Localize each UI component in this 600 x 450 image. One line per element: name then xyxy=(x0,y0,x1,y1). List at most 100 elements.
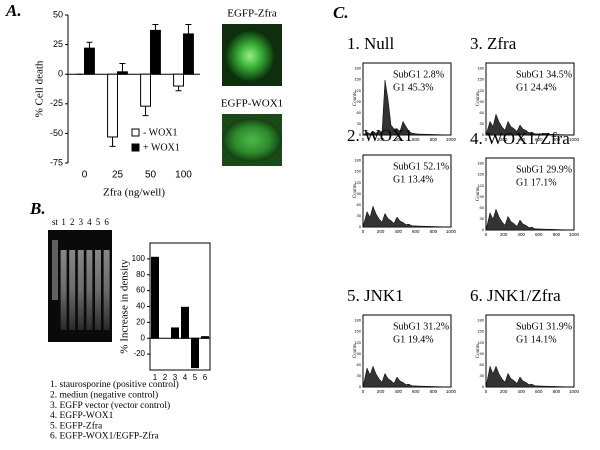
x-tick-label: 400 xyxy=(517,232,525,237)
y-axis-label: % Cell death xyxy=(34,60,46,117)
bar xyxy=(117,71,128,75)
histogram-frame xyxy=(485,157,575,231)
y-tick-label: 25 xyxy=(53,39,63,49)
x-tick-label: 0 xyxy=(362,229,365,234)
g1-annotation: G1 17.1% xyxy=(516,177,557,188)
y-tick-label: 120 xyxy=(477,340,484,345)
x-tick-label: 0 xyxy=(485,389,488,394)
y-tick-label: 120 xyxy=(354,88,361,93)
y-tick-label: 0 xyxy=(482,227,485,232)
lane-label: 4 xyxy=(87,217,92,227)
x-tick-label: 0 xyxy=(362,137,365,142)
panel-label: B. xyxy=(29,199,46,218)
histogram-trace xyxy=(362,205,452,228)
y-tick-label: 90 xyxy=(357,99,362,104)
y-tick-label: 0 xyxy=(482,132,485,137)
y-tick-label: -25 xyxy=(50,98,63,108)
subg1-annotation: SubG1 31.9% xyxy=(516,321,572,332)
x-tick-label: 200 xyxy=(377,229,385,234)
y-tick-label: 60 xyxy=(480,110,485,115)
legend-label: + WOX1 xyxy=(143,142,180,153)
legend-swatch xyxy=(131,143,140,152)
x-tick-label: 100 xyxy=(175,170,192,181)
lane-label: 5 xyxy=(96,217,101,227)
y-tick-label: 150 xyxy=(477,329,484,334)
subg1-annotation: SubG1 52.1% xyxy=(393,161,449,172)
y-tick-label: 90 xyxy=(480,351,485,356)
bar xyxy=(181,306,189,339)
y-tick-label: 60 xyxy=(357,362,362,367)
y-axis-label: % Increase in density xyxy=(119,259,131,354)
y-tick-label: 60 xyxy=(480,362,485,367)
bar xyxy=(140,73,152,107)
y-axis-label: Counts xyxy=(476,92,481,106)
y-tick-label: 150 xyxy=(354,77,361,82)
error-bar xyxy=(142,106,149,117)
x-tick-label: 600 xyxy=(412,389,420,394)
x-tick-label: 400 xyxy=(517,137,525,142)
x-tick-label: 600 xyxy=(535,232,543,237)
legend-item: 5. EGFP-Zfra xyxy=(50,420,103,431)
x-tick-label: 1000 xyxy=(446,137,457,142)
x-tick-label: 4 xyxy=(183,373,188,382)
plot-title: 3. Zfra xyxy=(470,34,517,53)
y-tick-label: -50 xyxy=(50,128,63,138)
y-tick-label: 30 xyxy=(357,213,362,218)
x-tick-label: 800 xyxy=(430,389,438,394)
bar xyxy=(173,73,185,87)
g1-annotation: G1 13.4% xyxy=(393,174,434,185)
plot-title: 4. WOX1/Zfra xyxy=(470,129,570,148)
micrograph-cell xyxy=(226,31,274,81)
legend-item: 4. EGFP-WOX1 xyxy=(50,411,114,421)
y-tick-label: 120 xyxy=(354,340,361,345)
error-bar xyxy=(119,63,126,72)
y-tick-label: 90 xyxy=(480,99,485,104)
y-tick-label: 0 xyxy=(359,224,362,229)
x-tick-label: 2 xyxy=(163,373,168,382)
x-tick-label: 800 xyxy=(553,137,561,142)
plot-title: 6. JNK1/Zfra xyxy=(470,286,561,305)
g1-annotation: G1 45.3% xyxy=(393,82,434,93)
y-tick-label: 120 xyxy=(354,180,361,185)
y-tick-label: 180 xyxy=(477,318,484,323)
subg1-annotation: SubG1 2.8% xyxy=(393,69,444,80)
bar xyxy=(183,33,194,75)
x-tick-label: 800 xyxy=(553,232,561,237)
x-tick-label: 600 xyxy=(412,137,420,142)
x-tick-label: 1000 xyxy=(569,389,580,394)
x-tick-label: 6 xyxy=(203,373,208,382)
y-axis-label: Counts xyxy=(353,92,358,106)
histogram-frame xyxy=(362,62,452,136)
x-tick-label: 200 xyxy=(377,137,385,142)
y-tick-label: 100 xyxy=(132,254,146,263)
x-tick-label: 200 xyxy=(500,137,508,142)
y-tick-label: 0 xyxy=(359,132,362,137)
y-tick-label: 150 xyxy=(477,172,484,177)
y-tick-label: 0 xyxy=(359,384,362,389)
y-tick-label: 0 xyxy=(141,333,146,342)
gel-lane xyxy=(60,250,67,330)
x-tick-label: 400 xyxy=(394,389,402,394)
y-tick-label: 60 xyxy=(480,205,485,210)
panel-label: A. xyxy=(5,1,22,20)
legend-swatch xyxy=(131,128,140,137)
gel-lane xyxy=(86,250,93,330)
plot-title: 2. WOX1 xyxy=(347,126,413,145)
x-tick-label: 1 xyxy=(153,373,158,382)
x-tick-label: 1000 xyxy=(446,229,457,234)
x-tick-label: 200 xyxy=(377,389,385,394)
subg1-annotation: SubG1 29.9% xyxy=(516,164,572,175)
lane-label: 6 xyxy=(104,217,109,227)
bar xyxy=(171,327,179,339)
x-tick-label: 0 xyxy=(82,170,88,181)
x-tick-label: 25 xyxy=(112,170,124,181)
x-tick-label: 50 xyxy=(145,170,157,181)
lane-label: st xyxy=(52,217,59,227)
bar xyxy=(150,29,161,75)
x-axis-label: Zfra (ng/well) xyxy=(103,187,165,199)
image-caption: EGFP-Zfra xyxy=(227,8,277,20)
error-bar xyxy=(175,86,182,92)
lane-label: 3 xyxy=(79,217,84,227)
gel-lane xyxy=(77,250,84,330)
y-tick-label: 60 xyxy=(357,202,362,207)
